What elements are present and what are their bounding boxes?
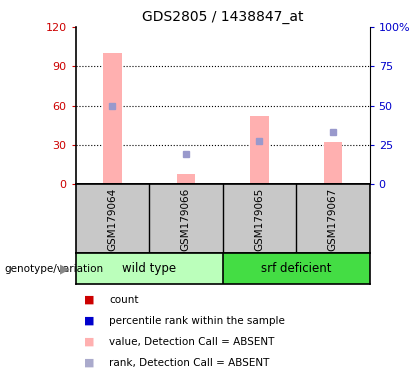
Title: GDS2805 / 1438847_at: GDS2805 / 1438847_at [142,10,303,25]
Text: GSM179066: GSM179066 [181,187,191,250]
Text: count: count [109,295,139,305]
Text: GSM179064: GSM179064 [108,187,117,250]
Bar [103,53,121,184]
Text: GSM179067: GSM179067 [328,187,338,250]
Text: ▶: ▶ [60,262,70,275]
FancyBboxPatch shape [76,253,223,284]
Text: genotype/variation: genotype/variation [4,264,103,274]
Text: ■: ■ [84,316,94,326]
Text: percentile rank within the sample: percentile rank within the sample [109,316,285,326]
Bar [250,116,268,184]
Text: ■: ■ [84,358,94,368]
Text: srf deficient: srf deficient [261,262,331,275]
Text: ■: ■ [84,295,94,305]
Text: ■: ■ [84,337,94,347]
Text: value, Detection Call = ABSENT: value, Detection Call = ABSENT [109,337,275,347]
Text: wild type: wild type [122,262,176,275]
Bar [177,174,195,184]
Bar [324,142,342,184]
Text: GSM179065: GSM179065 [255,187,264,250]
Text: rank, Detection Call = ABSENT: rank, Detection Call = ABSENT [109,358,270,368]
FancyBboxPatch shape [223,253,370,284]
